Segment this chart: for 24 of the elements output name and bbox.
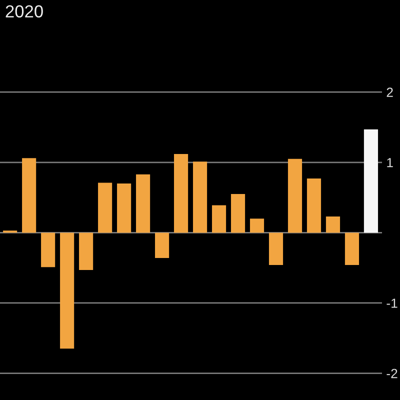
bar — [155, 232, 170, 258]
bar — [60, 232, 74, 349]
bar — [192, 162, 208, 233]
bar — [230, 194, 246, 233]
bar — [250, 218, 264, 233]
bar — [344, 232, 360, 266]
bar — [364, 129, 378, 233]
bar — [98, 182, 112, 233]
bar — [79, 232, 94, 270]
bar — [268, 232, 284, 266]
bar — [117, 183, 132, 233]
y-tick-label: 2 — [386, 88, 393, 97]
bar — [41, 232, 56, 268]
bar — [136, 174, 150, 233]
y-tick-label: -2 — [386, 368, 398, 378]
bar — [212, 205, 226, 233]
bar — [306, 178, 322, 233]
bar — [22, 158, 36, 233]
bar — [326, 216, 340, 233]
bar — [288, 158, 302, 233]
chart-title: 2020 — [6, 5, 43, 18]
bar — [174, 154, 188, 233]
y-tick-label: 1 — [387, 158, 393, 168]
y-tick-label: -1 — [386, 298, 398, 308]
